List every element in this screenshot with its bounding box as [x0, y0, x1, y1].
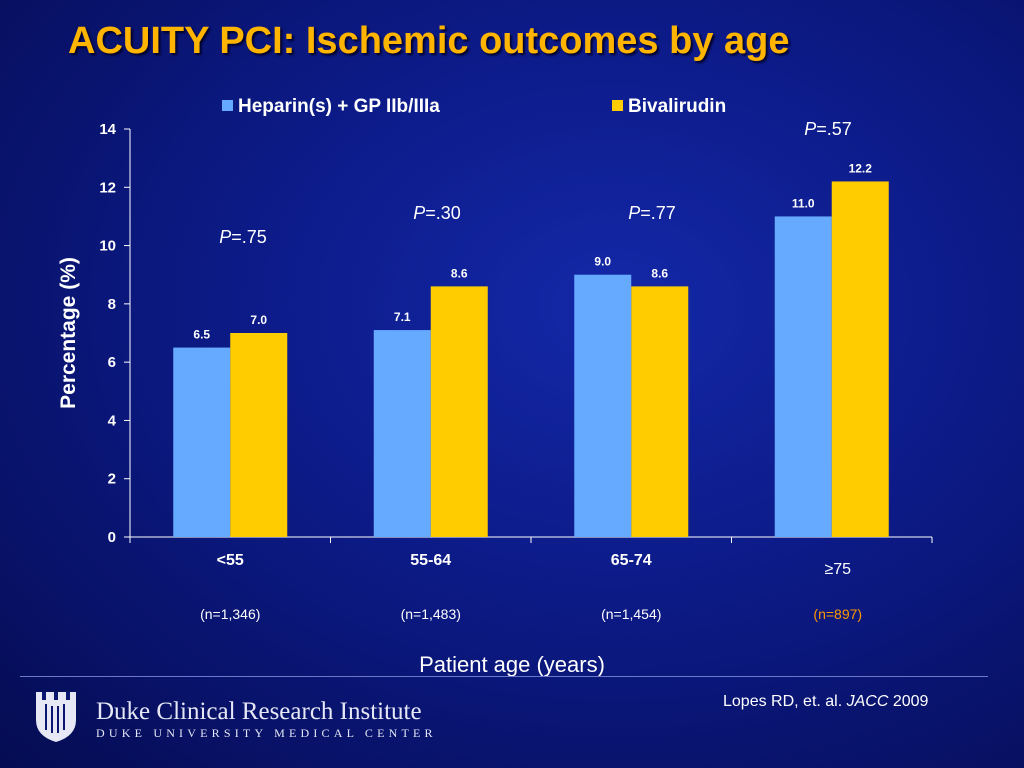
p-value-label: P=.30	[413, 203, 461, 223]
legend-label: Heparin(s) + GP IIb/IIIa	[238, 96, 440, 117]
slide-title: ACUITY PCI: Ischemic outcomes by age	[68, 20, 790, 62]
bar-heparin	[373, 330, 431, 537]
data-label: 8.6	[651, 266, 668, 280]
citation-journal: JACC	[846, 693, 889, 710]
y-tick-label: 12	[99, 179, 116, 196]
citation: Lopes RD, et. al. JACC 2009	[723, 693, 928, 711]
data-label: 7.1	[394, 310, 411, 324]
data-label: 8.6	[451, 266, 468, 280]
y-tick-label: 8	[108, 296, 116, 313]
x-axis-title: Patient age (years)	[419, 652, 605, 677]
sample-size-label: (n=1,346)	[200, 606, 260, 622]
y-tick-label: 14	[99, 121, 116, 138]
data-label: 9.0	[594, 255, 611, 269]
bar-bivalirudin	[631, 286, 689, 537]
data-label: 11.0	[792, 196, 815, 210]
bar-bivalirudin	[831, 181, 889, 537]
bar-chart: 0 2 4 6 8 10 12 14 Percentage (%) Heparin(s) + GP…	[57, 96, 889, 622]
y-tick-label: 6	[108, 354, 116, 371]
y-axis-title: Percentage (%)	[57, 257, 80, 409]
legend-label: Bivalirudin	[628, 96, 726, 117]
x-category-label: 65-74	[611, 552, 652, 569]
x-category-label: <55	[217, 552, 244, 569]
citation-authors: Lopes RD, et. al.	[723, 693, 843, 710]
p-value-label: P=.75	[219, 227, 267, 247]
legend-swatch	[612, 100, 623, 111]
x-category-label: 55-64	[410, 552, 451, 569]
y-tick-label: 2	[108, 471, 116, 488]
duke-shield-icon	[36, 692, 76, 742]
data-label: 6.5	[193, 328, 210, 342]
bar-heparin	[574, 274, 632, 537]
p-value-label: P=.57	[804, 119, 852, 139]
institute-name: Duke Clinical Research Institute	[96, 698, 422, 725]
sample-size-label: (n=1,454)	[601, 606, 661, 622]
bar-bivalirudin	[430, 286, 488, 537]
y-tick-label: 0	[108, 529, 116, 546]
bar-heparin	[173, 347, 231, 537]
citation-year: 2009	[892, 693, 929, 710]
x-category-label: ≥75	[824, 561, 851, 578]
y-tick-label: 10	[99, 238, 116, 255]
sample-size-label: (n=1,483)	[401, 606, 461, 622]
legend-swatch	[222, 100, 233, 111]
data-label: 12.2	[849, 161, 873, 175]
bar-heparin	[774, 216, 832, 537]
bar-bivalirudin	[230, 333, 288, 537]
data-label: 7.0	[250, 313, 267, 327]
y-tick-label: 4	[108, 412, 117, 429]
p-value-label: P=.77	[628, 203, 676, 223]
institute-subtitle: DUKE UNIVERSITY MEDICAL CENTER	[96, 726, 437, 740]
sample-size-label: (n=897)	[813, 606, 862, 622]
footer-divider	[20, 676, 988, 677]
